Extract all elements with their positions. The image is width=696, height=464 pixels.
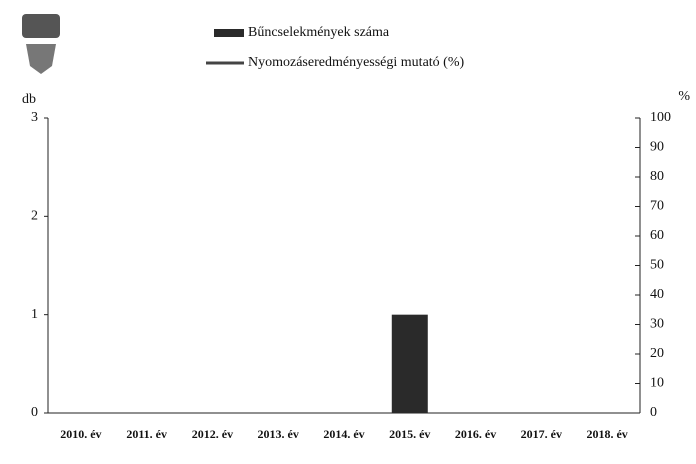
y-tick-label: 3	[31, 110, 38, 125]
y-tick-label: 2	[31, 209, 38, 224]
legend-swatch	[214, 29, 244, 37]
x-tick-label: 2014. év	[323, 427, 364, 441]
x-tick-label: 2011. év	[126, 427, 167, 441]
y2-axis-label: %	[678, 89, 690, 104]
y-tick-label: 0	[31, 405, 38, 420]
x-tick-label: 2018. év	[586, 427, 627, 441]
x-tick-label: 2015. év	[389, 427, 430, 441]
logo	[22, 14, 60, 74]
x-tick-label: 2010. év	[60, 427, 101, 441]
y2-tick-label: 90	[650, 140, 664, 155]
bar	[391, 314, 428, 413]
y2-tick-label: 60	[650, 228, 664, 243]
x-tick-label: 2017. év	[521, 427, 562, 441]
y2-tick-label: 80	[650, 169, 664, 184]
y2-tick-label: 0	[650, 405, 657, 420]
y2-tick-label: 20	[650, 346, 664, 361]
x-tick-label: 2012. év	[192, 427, 233, 441]
y2-tick-label: 40	[650, 287, 664, 302]
y-tick-label: 1	[31, 307, 38, 322]
y-axis-label: db	[22, 92, 36, 107]
x-tick-label: 2013. év	[258, 427, 299, 441]
y2-tick-label: 70	[650, 199, 664, 214]
y2-tick-label: 30	[650, 317, 664, 332]
legend-label: Nyomozáseredményességi mutató (%)	[248, 55, 464, 70]
y2-tick-label: 100	[650, 110, 671, 125]
x-tick-label: 2016. év	[455, 427, 496, 441]
y2-tick-label: 10	[650, 376, 664, 391]
legend-label: Bűncselekmények száma	[248, 25, 390, 40]
y2-tick-label: 50	[650, 258, 664, 273]
